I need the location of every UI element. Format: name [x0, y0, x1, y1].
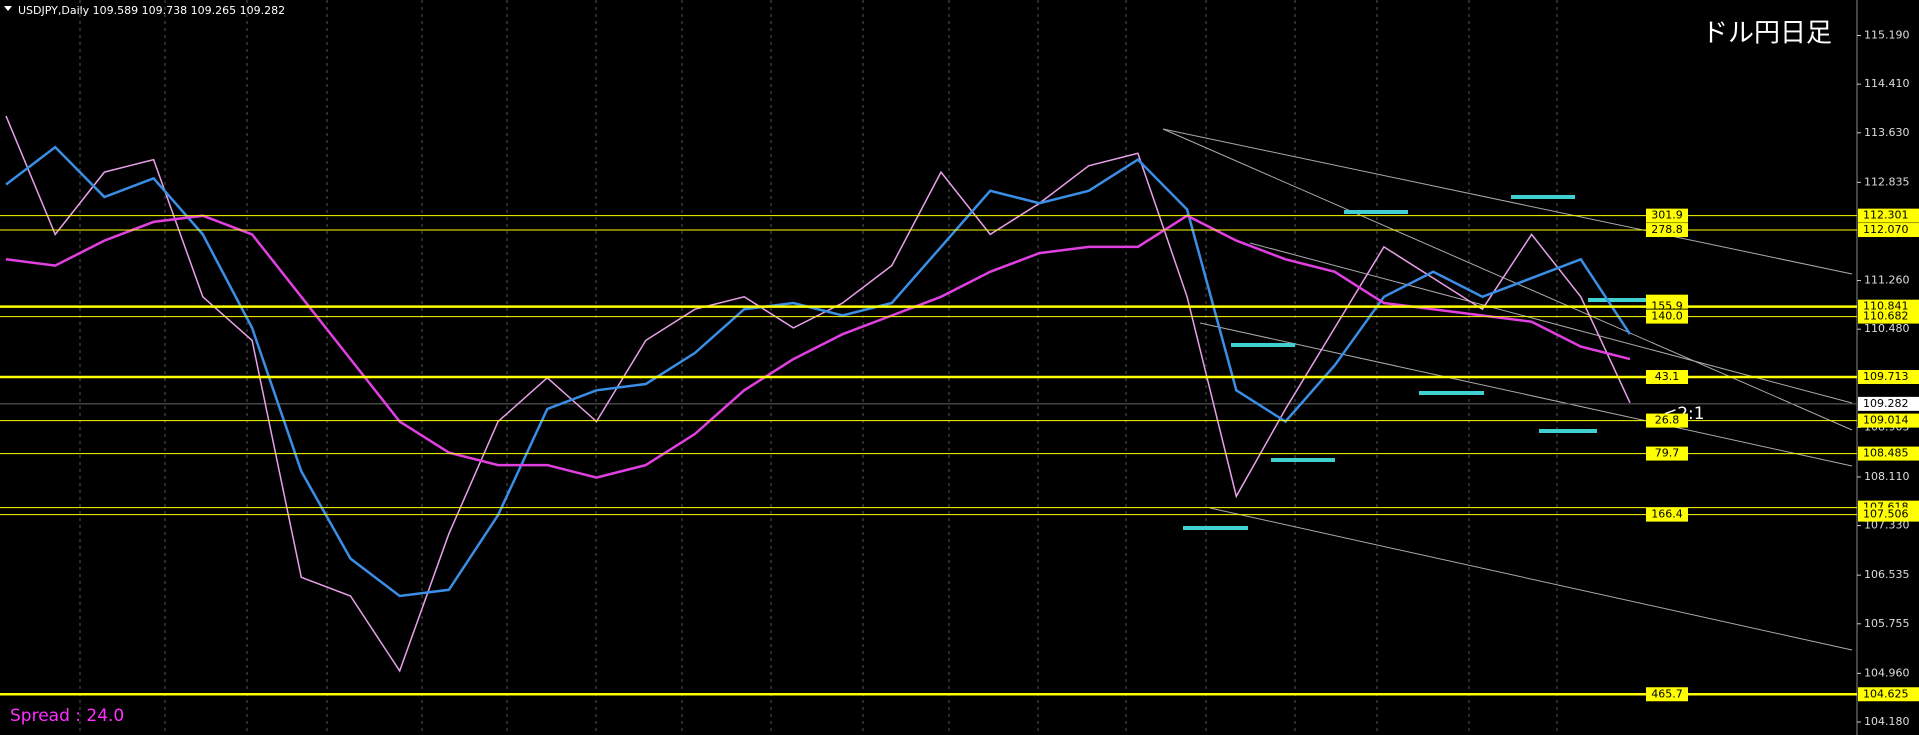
pips-box: [1646, 370, 1688, 385]
level-label: 112.301: [1863, 209, 1909, 222]
y-tick-label: 111.260: [1864, 274, 1910, 287]
level-box: [1858, 208, 1919, 223]
pips-box: [1646, 413, 1688, 428]
level-label: 109.014: [1863, 414, 1909, 427]
pips-box: [1646, 687, 1688, 702]
level-box: [1858, 446, 1919, 461]
pips-box: [1646, 309, 1688, 324]
level-label: 107.506: [1863, 508, 1909, 521]
moving-average: [5, 214, 1631, 479]
level-label: 112.070: [1863, 223, 1909, 236]
level-box: [1858, 687, 1919, 702]
trend-lines: [1162, 128, 1853, 651]
pips-label: 155.9: [1651, 300, 1683, 313]
pips-label: 166.4: [1651, 508, 1683, 521]
pips-box: [1646, 223, 1688, 238]
pips-label: 43.1: [1655, 370, 1680, 383]
y-tick-label: 114.410: [1864, 77, 1910, 90]
level-label: 108.485: [1863, 447, 1909, 460]
level-label: 110.682: [1863, 310, 1909, 323]
pips-label: 465.7: [1651, 687, 1683, 700]
moving-average: [5, 145, 1632, 598]
level-label: 109.713: [1863, 370, 1909, 383]
pips-label: 79.7: [1655, 447, 1680, 460]
y-tick-label: 107.330: [1864, 519, 1910, 532]
level-box: [1858, 309, 1919, 324]
target-marks: [1183, 195, 1652, 530]
current-price-box: [1858, 396, 1919, 411]
level-label: 104.625: [1863, 687, 1909, 700]
menu-arrow: [4, 6, 12, 11]
y-tick-label: 106.535: [1864, 568, 1910, 581]
y-tick-label: 105.755: [1864, 617, 1910, 630]
level-box: [1858, 413, 1919, 428]
level-label: 110.841: [1863, 300, 1909, 313]
level-box: [1858, 223, 1919, 238]
current-price-label: 109.282: [1863, 397, 1909, 410]
y-tick-label: 104.180: [1864, 715, 1910, 728]
y-tick-label: 112.835: [1864, 175, 1910, 188]
level-box: [1858, 370, 1919, 385]
pips-label: 301.9: [1651, 209, 1683, 222]
spread: Spread : 24.0: [10, 706, 124, 726]
y-tick-label: 113.630: [1864, 126, 1910, 139]
y-tick-label: 110.480: [1864, 322, 1910, 335]
header: USDJPY,Daily 109.589 109.738 109.265 109…: [18, 4, 285, 17]
pips-label: 278.8: [1651, 223, 1683, 236]
pips-box: [1646, 294, 1688, 309]
pips-label: 140.0: [1651, 310, 1683, 323]
y-tick-label: 115.190: [1864, 29, 1910, 42]
pips-box: [1646, 507, 1688, 522]
y-tick-label: 104.960: [1864, 666, 1910, 679]
y-tick-label: 108.110: [1864, 470, 1910, 483]
pips-box: [1646, 208, 1688, 223]
level-box: [1858, 507, 1919, 522]
chart-title: ドル円日足: [1702, 19, 1832, 49]
pips-box: [1646, 446, 1688, 461]
pips-label: 26.8: [1655, 414, 1680, 427]
